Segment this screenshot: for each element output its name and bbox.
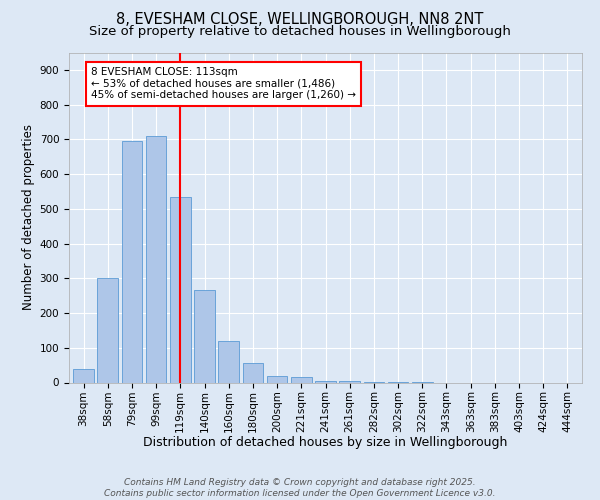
Bar — [194, 290, 215, 382]
Bar — [218, 341, 239, 382]
Text: Size of property relative to detached houses in Wellingborough: Size of property relative to detached ho… — [89, 25, 511, 38]
Bar — [73, 368, 94, 382]
X-axis label: Distribution of detached houses by size in Wellingborough: Distribution of detached houses by size … — [143, 436, 508, 450]
Bar — [122, 141, 142, 382]
Bar — [267, 376, 287, 382]
Bar — [315, 381, 336, 382]
Bar — [291, 378, 311, 382]
Text: 8, EVESHAM CLOSE, WELLINGBOROUGH, NN8 2NT: 8, EVESHAM CLOSE, WELLINGBOROUGH, NN8 2N… — [116, 12, 484, 28]
Bar — [170, 196, 191, 382]
Text: Contains HM Land Registry data © Crown copyright and database right 2025.
Contai: Contains HM Land Registry data © Crown c… — [104, 478, 496, 498]
Text: 8 EVESHAM CLOSE: 113sqm
← 53% of detached houses are smaller (1,486)
45% of semi: 8 EVESHAM CLOSE: 113sqm ← 53% of detache… — [91, 67, 356, 100]
Y-axis label: Number of detached properties: Number of detached properties — [22, 124, 35, 310]
Bar — [242, 364, 263, 382]
Bar — [97, 278, 118, 382]
Bar — [146, 136, 166, 382]
